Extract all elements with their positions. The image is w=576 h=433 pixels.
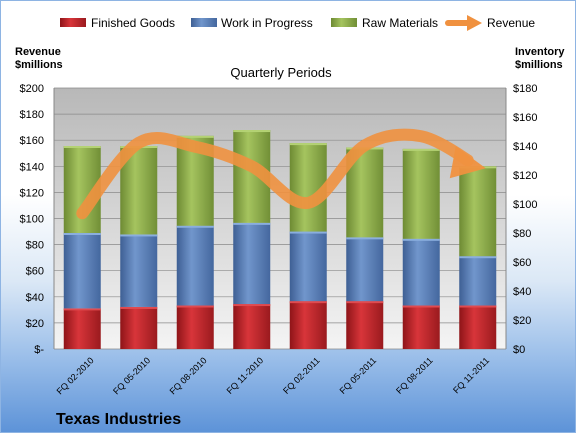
legend-item-raw-materials: Raw Materials — [331, 16, 438, 30]
x-tick-label: FQ 02-2011 — [281, 355, 322, 396]
bar-raw-materials-top — [233, 130, 271, 133]
left-tick-label: $180 — [20, 109, 44, 121]
x-tick-label: FQ 08-2011 — [394, 355, 435, 396]
right-tick-label: $140 — [513, 141, 537, 153]
bar-finished-goods-top — [289, 301, 327, 304]
bar-raw-materials-top — [402, 148, 440, 151]
left-tick-label: $140 — [20, 161, 44, 173]
bar-finished-goods-top — [63, 308, 101, 311]
chart-title: Quarterly Periods — [230, 65, 332, 80]
bar-work-in-progress-top — [402, 238, 440, 241]
left-tick-label: $20 — [26, 318, 44, 330]
bar-raw-materials — [402, 148, 440, 239]
x-tick-label: FQ 05-2010 — [111, 355, 152, 396]
legend-item-revenue: Revenue — [445, 15, 535, 31]
left-tick-label: $40 — [26, 292, 44, 304]
bar-work-in-progress-top — [459, 256, 497, 259]
bar-work-in-progress — [63, 233, 101, 309]
bar-finished-goods-top — [120, 306, 158, 309]
bar-finished-goods — [63, 308, 101, 349]
right-axis-title-line2: $millions — [515, 59, 563, 71]
bar-work-in-progress-top — [63, 233, 101, 235]
bar-work-in-progress — [176, 225, 214, 306]
bar-work-in-progress — [289, 231, 327, 302]
right-tick-label: $80 — [513, 228, 531, 240]
bar-raw-materials-top — [63, 146, 101, 148]
bar-work-in-progress-top — [233, 222, 271, 225]
bar-work-in-progress-top — [176, 225, 214, 228]
bar-finished-goods — [402, 305, 440, 349]
left-tick-label: $120 — [20, 187, 44, 199]
left-tick-label: $200 — [20, 83, 44, 95]
bar-raw-materials-top — [289, 143, 327, 146]
right-tick-label: $0 — [513, 344, 525, 356]
right-tick-label: $100 — [513, 199, 537, 211]
legend-swatch-work-in-progress — [191, 18, 217, 27]
x-axis-ticks: FQ 02-2010 FQ 05-2010 FQ 08-2010 FQ 11-2010… — [55, 355, 492, 396]
left-axis-ticks: $- $20 $40 $60 $80 $100 $120 $140 $160 $180 $200 — [20, 83, 45, 356]
bar-raw-materials — [459, 166, 497, 257]
legend-label-revenue: Revenue — [487, 16, 535, 30]
bar-work-in-progress — [402, 238, 440, 306]
left-tick-label: $80 — [26, 240, 44, 252]
bar-finished-goods-top — [233, 304, 271, 307]
right-tick-label: $120 — [513, 170, 537, 182]
right-tick-label: $160 — [513, 112, 537, 124]
left-tick-label: $160 — [20, 135, 44, 147]
legend-item-work-in-progress: Work in Progress — [191, 16, 313, 30]
company-name: Texas Industries — [56, 411, 181, 428]
bar-work-in-progress-top — [346, 237, 384, 240]
legend-item-finished-goods: Finished Goods — [60, 16, 175, 30]
right-tick-label: $180 — [513, 83, 537, 95]
bar-finished-goods — [233, 304, 271, 349]
left-axis-title-line1: Revenue — [15, 46, 61, 58]
legend-swatch-finished-goods — [60, 18, 86, 27]
bar-finished-goods-top — [459, 305, 497, 308]
legend-swatch-raw-materials — [331, 18, 357, 27]
bar-work-in-progress — [120, 234, 158, 307]
right-tick-label: $60 — [513, 257, 531, 269]
left-tick-label: $60 — [26, 266, 44, 278]
left-tick-label: $100 — [20, 214, 44, 226]
revenue-series — [76, 128, 486, 220]
right-axis-ticks: $0 $20 $40 $60 $80 $100 $120 $140 $160 $180 — [513, 83, 537, 356]
x-tick-label: FQ 08-2010 — [168, 355, 209, 396]
revenue-line — [76, 128, 474, 220]
x-tick-label: FQ 05-2011 — [338, 355, 379, 396]
bar-finished-goods — [120, 306, 158, 349]
bar-work-in-progress — [346, 237, 384, 302]
x-tick-label: FQ 11-2011 — [451, 355, 491, 395]
legend-arrow-revenue — [467, 15, 482, 31]
bar-finished-goods — [289, 301, 327, 349]
legend: Finished Goods Work in Progress Raw Mate… — [60, 15, 535, 31]
left-tick-label: $- — [34, 344, 44, 356]
revenue-arrowhead — [449, 146, 486, 179]
legend-label-raw-materials: Raw Materials — [362, 16, 438, 30]
bar-raw-materials-top — [176, 135, 214, 138]
bar-work-in-progress — [233, 222, 271, 305]
bar-work-in-progress — [459, 256, 497, 306]
right-tick-label: $20 — [513, 315, 531, 327]
bar-finished-goods-top — [176, 305, 214, 308]
right-tick-label: $40 — [513, 286, 531, 298]
bar-finished-goods-top — [346, 301, 384, 304]
legend-label-work-in-progress: Work in Progress — [221, 16, 313, 30]
bar-work-in-progress-top — [289, 231, 327, 234]
bar-finished-goods-top — [402, 305, 440, 308]
right-axis-title-line1: Inventory — [515, 46, 565, 58]
bar-finished-goods — [459, 305, 497, 349]
legend-label-finished-goods: Finished Goods — [91, 16, 175, 30]
x-tick-label: FQ 11-2010 — [225, 355, 266, 396]
bar-work-in-progress-top — [120, 234, 158, 237]
bar-finished-goods — [176, 305, 214, 349]
left-axis-title-line2: $millions — [15, 59, 63, 71]
x-tick-label: FQ 02-2010 — [55, 355, 96, 396]
bar-finished-goods — [346, 301, 384, 349]
